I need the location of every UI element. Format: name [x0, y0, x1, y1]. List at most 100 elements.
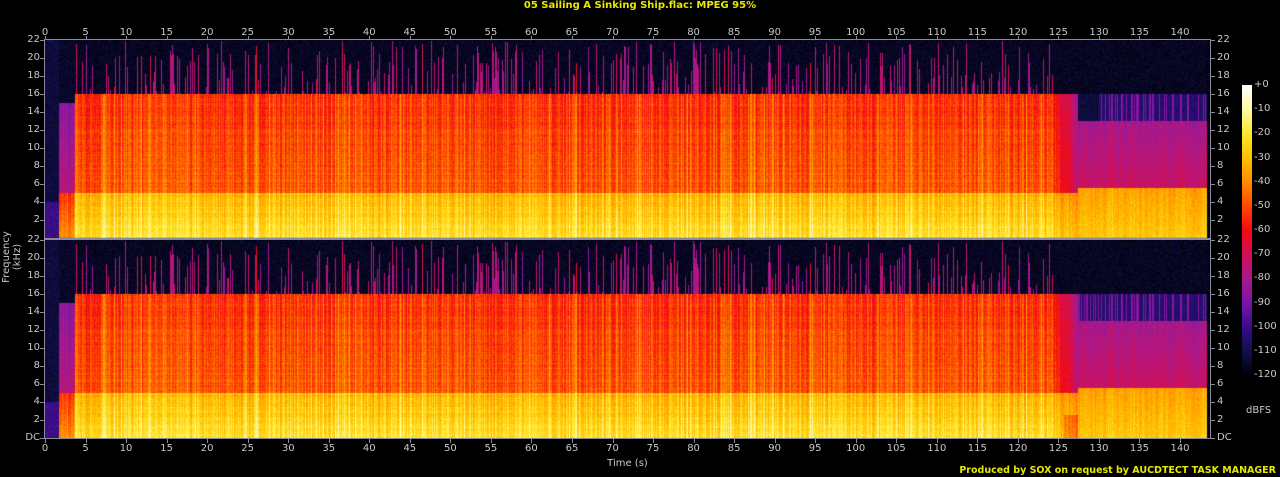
x-tick-label-bottom: 60 — [525, 443, 538, 454]
x-tick-mark — [774, 36, 776, 40]
y-tick-label-left: 8 — [33, 360, 40, 371]
x-tick-label-top: 110 — [927, 27, 947, 38]
x-tick-mark — [1180, 36, 1181, 40]
x-tick-label-bottom: 130 — [1089, 443, 1109, 454]
y-tick-mark — [1211, 366, 1215, 367]
y-tick-label-right: 16 — [1217, 88, 1230, 99]
y-tick-mark — [1211, 258, 1215, 259]
x-tick-label-bottom: 120 — [1008, 443, 1028, 454]
x-tick-mark — [166, 439, 168, 443]
y-tick-mark — [40, 294, 44, 295]
x-tick-label-bottom: 70 — [606, 443, 619, 454]
y-tick-mark — [40, 94, 44, 95]
y-tick-label-right: 6 — [1217, 178, 1224, 189]
y-tick-label-right: 22 — [1217, 234, 1230, 245]
y-tick-mark — [40, 330, 44, 331]
x-tick-label-top: 95 — [808, 27, 822, 38]
x-tick-label-bottom: 125 — [1048, 443, 1068, 454]
y-tick-mark — [1211, 76, 1215, 77]
x-tick-mark — [328, 36, 330, 40]
x-tick-label-bottom: 55 — [484, 443, 498, 454]
y-tick-label-left: 20 — [27, 252, 40, 263]
y-tick-mark — [40, 384, 44, 385]
y-tick-mark — [1211, 40, 1215, 41]
x-tick-mark — [1180, 439, 1181, 443]
y-tick-label-left: 14 — [27, 106, 40, 117]
y-tick-mark — [40, 130, 44, 131]
y-tick-label-right: 22 — [1217, 34, 1230, 45]
y-tick-label-right: 10 — [1217, 142, 1230, 153]
x-tick-mark — [531, 439, 533, 443]
x-tick-mark — [490, 36, 492, 40]
y-axis-label: Frequency (kHz) — [1, 231, 23, 283]
spectrogram-heatmap — [45, 40, 1210, 438]
x-tick-mark — [896, 36, 898, 40]
y-tick-mark — [40, 148, 44, 149]
x-tick-mark — [288, 439, 290, 443]
y-tick-label-left: 22 — [27, 234, 40, 245]
y-tick-mark — [40, 112, 44, 113]
y-tick-label-right: 8 — [1217, 160, 1224, 171]
y-tick-label-right: 18 — [1217, 270, 1230, 281]
colorbar-unit-label: dBFS — [1246, 405, 1272, 416]
y-tick-mark — [1211, 166, 1215, 167]
y-tick-mark — [40, 420, 44, 421]
y-tick-label-left: 8 — [33, 160, 40, 171]
x-tick-mark — [1139, 439, 1141, 443]
x-tick-mark — [247, 36, 249, 40]
y-tick-label-left: 12 — [27, 324, 40, 335]
x-tick-label-top: 115 — [967, 27, 987, 38]
y-tick-label-right: 16 — [1217, 288, 1230, 299]
x-tick-label-top: 65 — [565, 27, 579, 38]
x-axis-label: Time (s) — [607, 458, 648, 469]
x-tick-label-top: 80 — [687, 27, 700, 38]
x-tick-label-top: 10 — [119, 27, 133, 38]
y-tick-mark — [1211, 58, 1215, 59]
x-tick-mark — [855, 439, 857, 443]
y-tick-label-right: 8 — [1217, 360, 1224, 371]
y-tick-mark — [40, 240, 44, 241]
y-tick-label-right: DC — [1217, 432, 1232, 443]
y-tick-label-left: 22 — [27, 34, 40, 45]
x-tick-label-bottom: 90 — [768, 443, 781, 454]
x-tick-mark — [815, 36, 817, 40]
y-tick-mark — [1211, 330, 1215, 331]
x-tick-mark — [1058, 439, 1060, 443]
x-tick-label-bottom: 75 — [646, 443, 660, 454]
y-tick-mark — [40, 220, 44, 221]
x-tick-label-bottom: 40 — [362, 443, 376, 454]
x-tick-label-top: 70 — [606, 27, 619, 38]
x-tick-label-top: 90 — [768, 27, 781, 38]
colorbar-tick-label: -90 — [1254, 296, 1271, 308]
y-tick-label-left: 14 — [27, 306, 40, 317]
x-tick-label-top: 50 — [443, 27, 457, 38]
x-tick-mark — [126, 36, 128, 40]
x-tick-mark — [288, 36, 290, 40]
colorbar-tick-label: -60 — [1254, 224, 1271, 235]
x-tick-label-bottom: 20 — [200, 443, 214, 454]
x-tick-label-top: 75 — [646, 27, 660, 38]
x-tick-label-bottom: 100 — [846, 443, 866, 454]
x-tick-mark — [571, 439, 573, 443]
x-tick-mark — [409, 36, 411, 40]
x-tick-label-top: 130 — [1089, 27, 1109, 38]
x-tick-mark — [1017, 439, 1019, 443]
y-tick-mark — [40, 348, 44, 349]
x-tick-label-top: 45 — [403, 27, 417, 38]
x-tick-label-bottom: 85 — [727, 443, 741, 454]
x-tick-label-bottom: 30 — [281, 443, 295, 454]
x-tick-label-top: 25 — [241, 27, 255, 38]
y-tick-label-right: 4 — [1217, 196, 1224, 207]
x-tick-label-top: 15 — [160, 27, 173, 38]
x-tick-mark — [207, 36, 209, 40]
y-tick-label-right: 12 — [1217, 124, 1230, 135]
y-tick-mark — [40, 276, 44, 277]
x-tick-mark — [328, 439, 330, 443]
x-tick-mark — [1017, 36, 1019, 40]
y-tick-label-right: 20 — [1217, 52, 1230, 63]
y-tick-mark — [40, 76, 44, 77]
x-tick-label-top: 135 — [1129, 27, 1149, 38]
x-tick-mark — [1058, 36, 1060, 40]
x-tick-label-top: 100 — [846, 27, 866, 38]
y-tick-label-left: 20 — [27, 52, 40, 63]
